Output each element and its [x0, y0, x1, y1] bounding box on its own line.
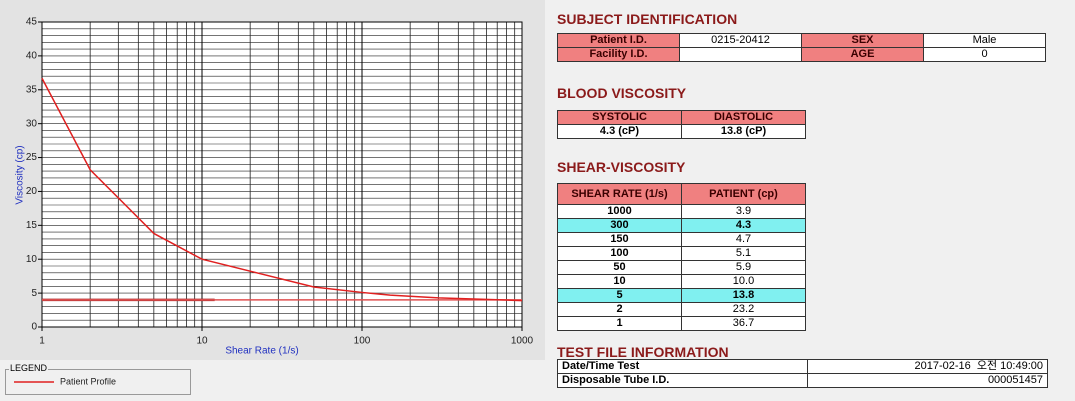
table-cell: 300 — [557, 218, 682, 233]
table-row: 2 23.2 — [557, 302, 806, 317]
table-cell: SHEAR RATE (1/s) — [557, 183, 682, 205]
legend-label: Patient Profile — [60, 376, 116, 386]
table-cell: 000051457 — [807, 373, 1048, 388]
legend-title: LEGEND — [9, 363, 49, 373]
series-line — [41, 77, 523, 302]
table-cell: 10 — [557, 274, 682, 289]
table-cell: 5.9 — [681, 260, 806, 275]
x-axis-label: Shear Rate (1/s) — [225, 346, 298, 357]
table-cell: PATIENT (cp) — [681, 183, 806, 205]
y-tick-label: 45 — [26, 17, 38, 28]
table-row: 1 36.7 — [557, 316, 806, 331]
table-row: 4.3 (cP) 13.8 (cP) — [557, 124, 806, 139]
table-cell: Patient I.D. — [557, 33, 680, 48]
table-cell: Disposable Tube I.D. — [557, 373, 808, 388]
table-cell: 100 — [557, 246, 682, 261]
table-cell — [679, 47, 802, 62]
section-title: SUBJECT IDENTIFICATION — [557, 11, 738, 27]
table-cell: 4.7 — [681, 232, 806, 247]
table-cell: 13.8 — [681, 288, 806, 303]
table-cell: 4.3 (cP) — [557, 124, 682, 139]
table: SYSTOLIC DIASTOLIC 4.3 (cP) 13.8 (cP) — [557, 110, 806, 139]
y-axis-label: Viscosity (cp) — [15, 145, 26, 204]
table-cell: Male — [923, 33, 1046, 48]
table-cell: SYSTOLIC — [557, 110, 682, 125]
table-row: Date/Time Test 2017-02-16 오전 10:49:00 — [557, 359, 1048, 374]
y-tick-label: 20 — [26, 186, 38, 197]
table-cell: DIASTOLIC — [681, 110, 806, 125]
table-cell: 5 — [557, 288, 682, 303]
table-cell: 4.3 — [681, 218, 806, 233]
table-row: SHEAR RATE (1/s) PATIENT (cp) — [557, 183, 806, 205]
table-cell: 0 — [923, 47, 1046, 62]
table-cell: 2 — [557, 302, 682, 317]
table-cell: 13.8 (cP) — [681, 124, 806, 139]
section-title: SHEAR-VISCOSITY — [557, 159, 686, 175]
table-row: Patient I.D. 0215-20412 SEX Male — [557, 33, 1046, 48]
table-cell: 150 — [557, 232, 682, 247]
x-tick-label: 1000 — [511, 336, 534, 347]
chart: Shear Rate (1/s) Viscosity (cp) 0 5 10 15 20… — [0, 0, 545, 360]
table-cell: 23.2 — [681, 302, 806, 317]
table-row: 150 4.7 — [557, 232, 806, 247]
table-row: 10 10.0 — [557, 274, 806, 289]
y-tick-label: 35 — [26, 84, 38, 95]
table-cell: 1000 — [557, 204, 682, 219]
table-cell: Facility I.D. — [557, 47, 680, 62]
table-cell: 1 — [557, 316, 682, 331]
x-tick-label: 1 — [39, 336, 45, 347]
table-cell: Date/Time Test — [557, 359, 808, 374]
table: Date/Time Test 2017-02-16 오전 10:49:00 Disp… — [557, 359, 1048, 388]
y-tick-label: 5 — [31, 288, 37, 299]
section-title: BLOOD VISCOSITY — [557, 85, 687, 101]
table-cell: SEX — [801, 33, 924, 48]
legend-swatch-area: Patient Profile — [14, 376, 116, 386]
table-cell: 3.9 — [681, 204, 806, 219]
table-cell: AGE — [801, 47, 924, 62]
table-cell: 36.7 — [681, 316, 806, 331]
x-tick-label: 10 — [196, 336, 208, 347]
table-row: 5 13.8 — [557, 288, 806, 303]
y-tick-label: 30 — [26, 118, 38, 129]
table-row: Facility I.D. AGE 0 — [557, 47, 1046, 62]
table-row: 1000 3.9 — [557, 204, 806, 219]
table: Patient I.D. 0215-20412 SEX Male Facility I.… — [557, 33, 1046, 62]
section-title: TEST FILE INFORMATION — [557, 344, 729, 360]
y-tick-label: 10 — [26, 254, 38, 265]
x-tick-label: 100 — [354, 336, 371, 347]
plot-border — [41, 21, 523, 328]
y-tick-label: 0 — [31, 322, 37, 333]
table-row: 100 5.1 — [557, 246, 806, 261]
table: SHEAR RATE (1/s) PATIENT (cp) 1000 3.9 300 4.… — [557, 183, 806, 331]
plot-area — [42, 22, 522, 327]
legend: LEGEND Patient Profile — [5, 363, 191, 395]
table-cell: 50 — [557, 260, 682, 275]
table-row: 50 5.9 — [557, 260, 806, 275]
y-tick-label: 40 — [26, 51, 38, 62]
table-cell: 0215-20412 — [679, 33, 802, 48]
table-cell: 5.1 — [681, 246, 806, 261]
table-cell: 10.0 — [681, 274, 806, 289]
y-tick-label: 15 — [26, 220, 38, 231]
table-row: 300 4.3 — [557, 218, 806, 233]
table-row: Disposable Tube I.D. 000051457 — [557, 373, 1048, 388]
y-tick-label: 25 — [26, 152, 38, 163]
table-cell: 2017-02-16 오전 10:49:00 — [807, 359, 1048, 374]
table-row: SYSTOLIC DIASTOLIC — [557, 110, 806, 125]
